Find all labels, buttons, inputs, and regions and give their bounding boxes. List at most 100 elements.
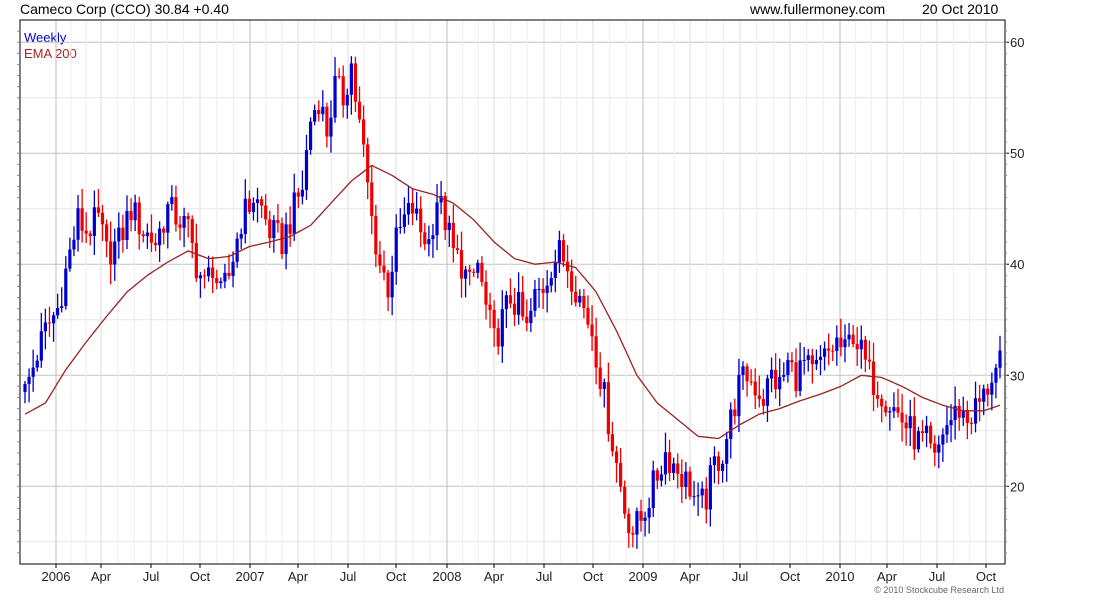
price-bar xyxy=(761,388,765,415)
price-bar xyxy=(598,352,602,397)
price-bar xyxy=(374,204,378,268)
price-bar xyxy=(488,292,492,329)
price-bar xyxy=(419,196,423,248)
price-bar xyxy=(492,300,496,348)
price-bar xyxy=(398,208,402,234)
price-bar xyxy=(969,417,974,435)
price-bar xyxy=(508,278,513,308)
price-bar xyxy=(60,287,64,313)
y-tick-label: 30 xyxy=(1010,368,1024,383)
price-bar xyxy=(313,104,317,126)
price-bar xyxy=(100,204,105,242)
price-bar xyxy=(68,237,72,272)
price-bar xyxy=(602,378,606,408)
price-bar xyxy=(415,192,419,221)
price-bar xyxy=(296,187,300,209)
price-bar xyxy=(206,255,211,282)
price-bar xyxy=(361,105,366,157)
price-bar xyxy=(553,249,557,293)
price-bar xyxy=(904,414,908,446)
price-bar xyxy=(814,349,819,371)
price-bar xyxy=(162,226,166,245)
price-bar xyxy=(549,271,553,293)
price-bar xyxy=(333,57,337,123)
x-tick-label: Oct xyxy=(386,569,407,584)
price-bar xyxy=(590,305,594,351)
price-bar xyxy=(545,270,549,313)
price-bar xyxy=(606,362,610,442)
price-bar xyxy=(215,269,219,290)
price-bar xyxy=(712,446,717,484)
price-bar xyxy=(121,214,125,253)
price-bar xyxy=(308,117,313,155)
price-bar xyxy=(614,445,619,483)
price-bar xyxy=(370,166,374,235)
price-bar xyxy=(937,435,941,469)
x-tick-label: Jul xyxy=(143,569,160,584)
price-bar xyxy=(663,432,668,485)
price-bar xyxy=(876,381,880,408)
price-bar xyxy=(27,368,31,403)
price-bar xyxy=(459,231,464,298)
price-bar xyxy=(757,375,761,408)
price-bar xyxy=(202,269,207,289)
price-bar xyxy=(843,324,847,363)
price-bar xyxy=(125,195,129,250)
chart-date: 20 Oct 2010 xyxy=(922,1,999,17)
price-bar xyxy=(117,212,121,259)
price-bar xyxy=(496,318,500,355)
price-bar xyxy=(435,184,439,251)
price-bar xyxy=(822,341,827,371)
price-bar xyxy=(174,185,178,232)
price-bar xyxy=(243,179,247,244)
ema-layer xyxy=(24,164,1001,440)
price-bar xyxy=(818,345,823,376)
price-bar xyxy=(537,277,541,308)
price-bar xyxy=(774,353,778,399)
site-label[interactable]: www.fullermoney.com xyxy=(750,1,886,17)
x-tick-label: Oct xyxy=(190,569,211,584)
price-bar xyxy=(521,275,525,321)
price-bar xyxy=(737,358,741,432)
x-tick-label: Jul xyxy=(732,569,749,584)
price-bar xyxy=(835,325,839,366)
price-bar xyxy=(72,226,76,257)
y-tick-label: 50 xyxy=(1010,146,1024,161)
price-bar xyxy=(255,187,260,223)
price-bar xyxy=(504,291,508,329)
price-bar xyxy=(235,232,239,268)
price-bar xyxy=(847,322,851,347)
price-bar xyxy=(288,206,292,247)
copyright: © 2010 Stockcube Research Ltd xyxy=(874,585,1004,595)
price-bar xyxy=(272,215,276,253)
price-bar xyxy=(623,480,627,519)
price-bar xyxy=(798,342,802,397)
price-bar xyxy=(965,400,969,440)
price-bar xyxy=(190,215,194,259)
price-bar xyxy=(182,207,186,248)
price-bar xyxy=(149,214,154,253)
price-bar xyxy=(64,256,68,310)
price-bar xyxy=(284,212,288,270)
price-bar xyxy=(80,188,84,243)
price-bar xyxy=(916,426,921,453)
y-tick-label: 40 xyxy=(1010,257,1024,272)
price-bar xyxy=(337,68,341,80)
price-bar xyxy=(753,368,757,410)
price-bar xyxy=(541,278,545,309)
x-tick-label: Jul xyxy=(929,569,946,584)
price-bar xyxy=(427,225,431,257)
price-bar xyxy=(655,468,659,490)
price-bar xyxy=(973,381,978,433)
price-bar xyxy=(831,344,835,362)
legend-ema: EMA 200 xyxy=(24,46,77,61)
price-bar xyxy=(920,419,925,442)
price-bar xyxy=(382,250,386,281)
x-tick-label: Jul xyxy=(340,569,357,584)
price-bar xyxy=(137,196,141,250)
price-bar xyxy=(476,259,480,279)
plot-frame xyxy=(19,19,1006,565)
price-bar xyxy=(247,190,251,215)
price-bar xyxy=(300,170,305,205)
price-bar xyxy=(790,352,794,372)
